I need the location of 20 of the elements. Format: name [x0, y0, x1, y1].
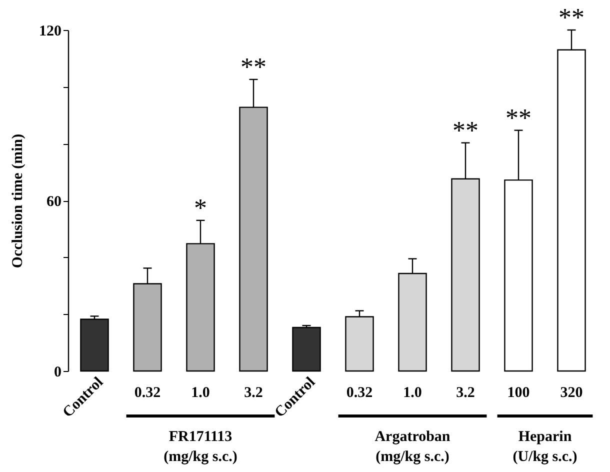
- x-tick-label: 3.2: [456, 385, 475, 401]
- y-tick-label: 120: [39, 24, 62, 40]
- x-tick-label: 320: [560, 385, 583, 401]
- x-tick-label: 3.2: [244, 385, 263, 401]
- data-label: **: [240, 52, 266, 82]
- x-tick-label: 0.32: [346, 385, 373, 401]
- text: Heparin (U/kg s.c.): [512, 429, 578, 465]
- data-label: **: [452, 116, 478, 145]
- x-tick-label: 0.32: [134, 385, 161, 401]
- y-axis-title: Occlusion time (min): [10, 134, 26, 268]
- data-label: **: [558, 3, 584, 32]
- x-tick-label: 1.0: [403, 385, 422, 401]
- x-tick-label: 1.0: [191, 385, 210, 401]
- data-label: **: [506, 103, 532, 132]
- text: FR171113 (mg/kg s.c.): [164, 429, 238, 465]
- y-tick-label: 0: [54, 364, 62, 380]
- data-label: *: [194, 193, 207, 222]
- text: Argatroban (mg/kg s.c.): [374, 429, 451, 465]
- x-tick-label: 100: [507, 385, 530, 401]
- y-tick-label: 60: [46, 194, 62, 210]
